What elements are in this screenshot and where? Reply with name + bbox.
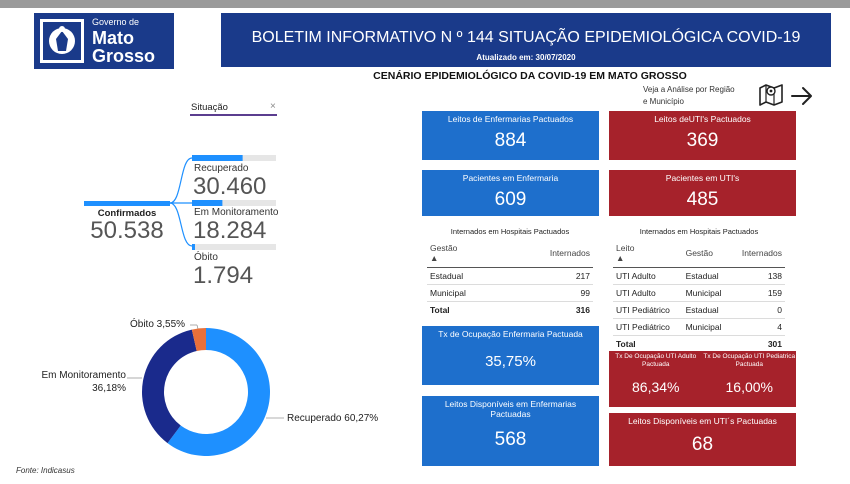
card-leitos-enfermaria[interactable]: Leitos de Enfermarias Pactuados 884: [422, 111, 599, 160]
header-banner: BOLETIM INFORMATIVO N º 144 SITUAÇÃO EPI…: [221, 13, 831, 67]
clear-filter-icon[interactable]: ×: [270, 101, 276, 112]
tx-uti-ped-title: Tx De Ocupação UTI Pediatrica Pactuada: [703, 353, 796, 368]
donut-label-monitoramento-line1: Em Monitoramento: [41, 370, 126, 381]
card-value: 68: [691, 434, 714, 455]
region-analysis-line1: Veja a Análise por Região: [643, 85, 735, 94]
donut-slice-óbito[interactable]: [191, 328, 206, 352]
updated-date: Atualizado em: 30/07/2020: [476, 53, 576, 62]
region-analysis-line2: e Município: [643, 97, 684, 106]
confirmed-label[interactable]: Confirmados: [97, 208, 157, 219]
table-row: UTI Pediátrico Municipal 4: [613, 318, 785, 336]
table-row: Estadual 217: [427, 267, 593, 285]
card-value: 369: [686, 130, 719, 151]
sort-desc-icon[interactable]: ▲: [430, 253, 439, 263]
state-emblem-icon: [40, 19, 84, 63]
card-title: Pacientes em UTI's: [665, 173, 740, 183]
node-label-monitoramento[interactable]: Em Monitoramento: [194, 207, 279, 218]
table-uti: Leito ▲ Gestão Internados UTI Adulto Estad…: [613, 241, 785, 352]
logo-line3: Grosso: [92, 46, 156, 66]
region-analysis-link[interactable]: Veja a Análise por Região e Município: [643, 84, 753, 108]
page-title: BOLETIM INFORMATIVO N º 144 SITUAÇÃO EPI…: [251, 29, 801, 46]
tree-link-obito: [169, 202, 193, 247]
card-title: Leitos deUTI's Pactuados: [654, 114, 751, 124]
tx-uti-ped-value: 16,00%: [725, 379, 773, 395]
card-tx-ocupacao-enfermaria[interactable]: Tx de Ocupação Enfermaria Pactuada 35,75…: [422, 326, 599, 385]
node-value-recuperado: 30.460: [193, 173, 267, 200]
top-bar: [0, 0, 850, 8]
card-value: 884: [494, 130, 527, 151]
table-total-row: Total 301: [613, 335, 785, 352]
card-title: Leitos Disponíveis em Enfermarias Pactua…: [444, 399, 577, 419]
card-value: 485: [686, 189, 719, 210]
card-leitos-disponiveis-uti[interactable]: Leitos Disponíveis em UTI´s Pactuadas 68: [609, 413, 796, 466]
tx-uti-adulto-value: 86,34%: [632, 379, 680, 395]
table-uti-title: Internados em Hospitais Pactuados: [639, 227, 759, 236]
donut-label-obito: Óbito 3,55%: [130, 319, 186, 330]
donut-slice-recuperado[interactable]: [167, 328, 270, 456]
root-bar: [84, 201, 170, 206]
card-leitos-disponiveis-enfermaria[interactable]: Leitos Disponíveis em Enfermarias Pactua…: [422, 396, 599, 466]
table-total-row: Total 316: [427, 301, 593, 318]
tree-bar-obito[interactable]: [192, 244, 195, 250]
col-leito[interactable]: Leito ▲: [613, 241, 683, 268]
col-internados[interactable]: Internados: [731, 241, 785, 268]
card-title: Tx de Ocupação Enfermaria Pactuada: [438, 329, 583, 339]
table-row: UTI Adulto Municipal 159: [613, 284, 785, 302]
donut-label-monitoramento: Em Monitoramento 36,18%: [34, 369, 126, 395]
donut-label-recuperado: Recuperado 60,27%: [287, 413, 379, 424]
tx-uti-adulto-title: Tx De Ocupação UTI Adulto Pactuada: [615, 353, 697, 368]
page-subtitle: CENÁRIO EPIDEMIOLÓGICO DA COVID-19 EM MA…: [373, 70, 687, 82]
logo: Governo de Mato Grosso: [34, 13, 174, 69]
logo-line1: Governo de: [92, 17, 140, 27]
col-gestao[interactable]: Gestão: [682, 241, 732, 268]
map-icon[interactable]: [758, 82, 784, 106]
table-enfermaria: Gestão ▲ Internados Estadual 217 Municipal…: [427, 241, 593, 318]
col-internados[interactable]: Internados: [505, 241, 593, 268]
confirmed-value: 50.538: [90, 217, 164, 244]
card-value: 609: [494, 189, 527, 210]
card-pacientes-enfermaria[interactable]: Pacientes em Enfermaria 609: [422, 170, 599, 216]
col-gestao[interactable]: Gestão ▲: [427, 241, 506, 268]
card-value: 568: [494, 429, 527, 450]
card-tx-ocupacao-uti[interactable]: Tx De Ocupação UTI Adulto Pactuada 86,34…: [609, 351, 796, 407]
situation-filter-label[interactable]: Situação: [191, 102, 228, 113]
logo-line2: Mato: [92, 28, 134, 48]
tree-bar-monitoramento[interactable]: [192, 200, 223, 206]
arrow-right-icon[interactable]: [790, 86, 814, 106]
donut-slice-em-monitoramento[interactable]: [142, 329, 197, 444]
tree-bar-bg-obito: [192, 244, 276, 250]
table-row: UTI Adulto Estadual 138: [613, 267, 785, 285]
card-pacientes-uti[interactable]: Pacientes em UTI's 485: [609, 170, 796, 216]
card-title: Leitos de Enfermarias Pactuados: [447, 114, 574, 124]
tx-uti-pediatrica: Tx De Ocupação UTI Pediatrica Pactuada 1…: [703, 351, 797, 407]
table-row: UTI Pediátrico Estadual 0: [613, 301, 785, 319]
logo-divider: [170, 13, 174, 69]
table-enf-title: Internados em Hospitais Pactuados: [450, 227, 570, 236]
source-note: Fonte: Indicasus: [16, 466, 75, 475]
tx-uti-adulto: Tx De Ocupação UTI Adulto Pactuada 86,34…: [609, 351, 703, 407]
node-value-monitoramento: 18.284: [193, 217, 267, 244]
tree-bar-recuperado[interactable]: [192, 155, 243, 161]
card-title: Leitos Disponíveis em UTI´s Pactuadas: [628, 416, 777, 426]
card-value: 35,75%: [485, 353, 536, 370]
table-row: Municipal 99: [427, 284, 593, 302]
donut-label-monitoramento-line2: 36,18%: [92, 383, 126, 394]
node-value-obito: 1.794: [193, 262, 254, 289]
tree-bar-bg-monitoramento: [192, 200, 276, 206]
situation-filter-underline: [190, 114, 277, 116]
sort-desc-icon[interactable]: ▲: [616, 253, 625, 263]
node-label-obito[interactable]: Óbito: [194, 252, 218, 263]
card-title: Pacientes em Enfermaria: [462, 173, 559, 183]
node-label-recuperado[interactable]: Recuperado: [194, 163, 249, 174]
card-leitos-uti[interactable]: Leitos deUTI's Pactuados 369: [609, 111, 796, 160]
tree-link-recuperado: [169, 157, 193, 204]
